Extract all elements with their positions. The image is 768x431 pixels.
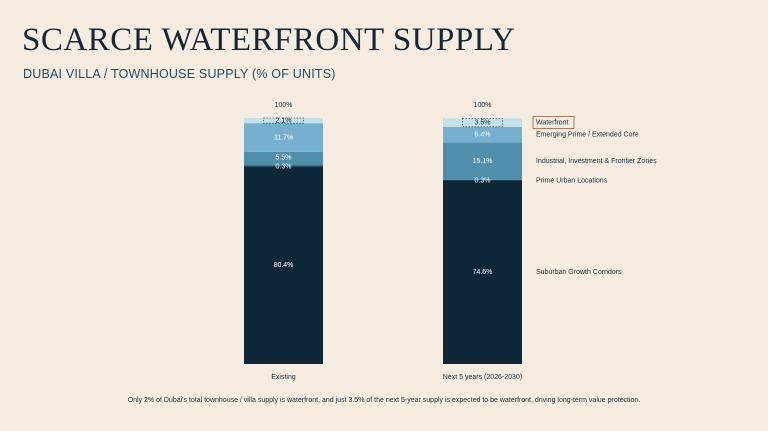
- bar-segment: [244, 151, 323, 166]
- chart-subtitle: DUBAI VILLA / TOWNHOUSE SUPPLY (% OF UNI…: [23, 67, 336, 81]
- data-label: 2.1%: [276, 117, 292, 124]
- bar-segment: [244, 118, 323, 124]
- legend-label: Industrial, Investment & Frontier Zones: [536, 158, 657, 165]
- bar-segment: [443, 118, 522, 127]
- highlight-box: [263, 117, 304, 124]
- data-label: 74.6%: [473, 269, 493, 276]
- data-label: 6.4%: [475, 132, 491, 139]
- footnote: Only 2% of Dubai's total townhouse / vil…: [127, 397, 641, 404]
- data-label: 80.4%: [274, 262, 294, 269]
- legend-label: Emerging Prime / Extended Core: [536, 132, 639, 139]
- bar-segment: [443, 126, 522, 143]
- data-label: 5.5%: [276, 155, 292, 162]
- total-label: 100%: [275, 102, 293, 109]
- x-tick-label: Next 5 years (2026-2030): [443, 374, 522, 381]
- data-label: 3.5%: [475, 119, 491, 126]
- total-label: 100%: [474, 102, 492, 109]
- x-tick-label: Existing: [271, 374, 296, 381]
- data-label: 11.7%: [274, 134, 293, 141]
- legend-label: Prime Urban Locations: [536, 178, 608, 185]
- legend-label: Waterfront: [536, 119, 568, 126]
- bar-segment: [443, 180, 522, 364]
- data-label: 0.3%: [475, 178, 491, 185]
- bar-segment: [443, 142, 522, 180]
- bar-segment: [244, 166, 323, 364]
- page-title: SCARCE WATERFRONT SUPPLY: [22, 22, 516, 58]
- data-label: 0.3%: [276, 163, 292, 170]
- legend-label: Suburban Growth Corridors: [536, 269, 622, 276]
- bar-segment: [244, 123, 323, 152]
- bar-segment: [244, 165, 323, 167]
- legend-highlight-box: [532, 116, 575, 129]
- bar-segment: [443, 179, 522, 181]
- data-label: 15.1%: [473, 158, 493, 165]
